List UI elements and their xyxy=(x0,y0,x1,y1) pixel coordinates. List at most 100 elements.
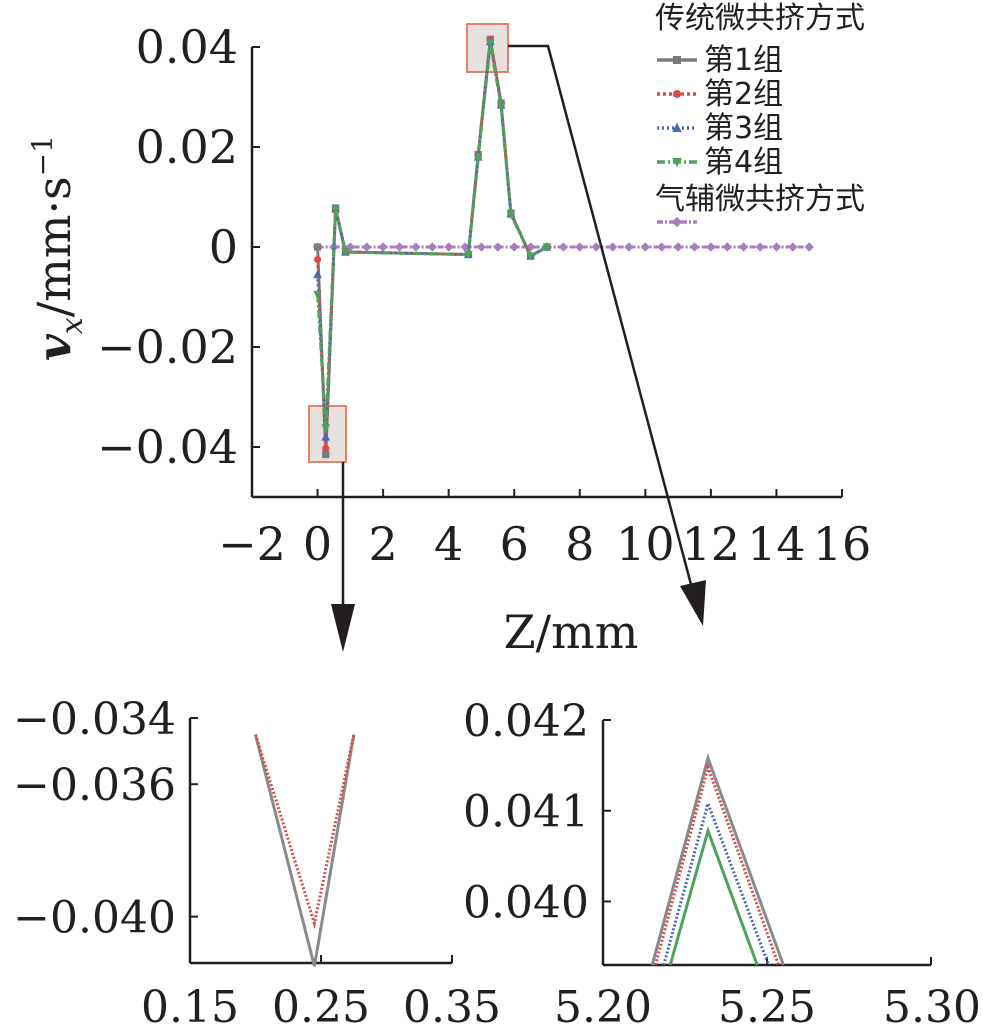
series-5-point xyxy=(362,242,372,252)
y-axis-title-subscript: x xyxy=(55,317,90,334)
series-line-4 xyxy=(316,42,548,429)
series-5-point xyxy=(509,242,519,252)
series-5-point xyxy=(657,242,667,252)
inset2-x-tick-label: 5.25 xyxy=(718,982,816,1029)
inset-chart-max: 5.20 5.25 5.30 0.042 0.041 0.040 xyxy=(463,696,981,1029)
series-5-point xyxy=(804,242,814,252)
series-5-point xyxy=(591,242,601,252)
series-5-point xyxy=(607,242,618,252)
x-tick-label: 14 xyxy=(747,517,806,571)
inset2-x-tick-label: 5.30 xyxy=(883,982,981,1029)
legend-marker-1 xyxy=(673,56,681,64)
y-tick-label: 0.04 xyxy=(136,20,238,74)
y-axis-title: vx/mm·s−1 xyxy=(26,135,90,361)
y-tick-label: −0.04 xyxy=(97,420,238,474)
inset2-y-tick-label: 0.041 xyxy=(463,787,589,838)
zoom-arrow-max-line xyxy=(508,44,695,593)
series-4-point xyxy=(464,250,473,260)
x-tick-label: −2 xyxy=(218,517,286,571)
inset1-y-tick-label: −0.036 xyxy=(13,760,176,811)
inset2-y-tick-label: 0.040 xyxy=(463,877,589,928)
legend-label-1: 第1组 xyxy=(704,43,783,78)
series-5-point xyxy=(558,242,569,252)
series-4-point xyxy=(496,102,506,111)
x-axis-title: Z/mm xyxy=(504,605,639,659)
main-chart: −2 0 2 4 6 8 10 12 14 160.040.020−0.02−0.04Z/mmvx… xyxy=(26,20,871,659)
series-4-point xyxy=(313,290,322,300)
x-tick-label: 6 xyxy=(500,517,529,571)
x-tick-label: 0 xyxy=(303,517,332,571)
series-4-point xyxy=(506,210,516,220)
inset1-x-tick-label: 0.25 xyxy=(272,982,370,1029)
x-tick-label: 4 xyxy=(434,517,463,571)
zoom-arrow-min-head xyxy=(331,604,355,652)
zoom-arrow-max-head xyxy=(680,580,706,626)
x-tick-label: 8 xyxy=(565,517,594,571)
y-tick-label: 0 xyxy=(209,220,238,274)
inset-chart-min: 0.15 0.25 0.35 −0.034 −0.036 −0.040 xyxy=(13,694,501,1029)
inset1-series-line-2 xyxy=(254,734,356,930)
series-5-point xyxy=(788,242,798,252)
series-2-point xyxy=(322,444,330,453)
series-5-point xyxy=(378,242,388,252)
series-3-point xyxy=(313,269,322,279)
series-5-point xyxy=(411,242,421,252)
series-4-point xyxy=(542,243,552,252)
series-5-point xyxy=(706,242,716,252)
series-1-point xyxy=(313,243,322,251)
series-2-point xyxy=(313,255,322,264)
series-5-point xyxy=(345,242,356,252)
inset1-y-tick-label: −0.034 xyxy=(13,694,176,745)
series-5-point xyxy=(673,242,683,252)
series-line-3 xyxy=(316,41,548,438)
legend-title-air-assisted: 气辅微共挤方式 xyxy=(655,182,865,217)
series-5-point xyxy=(755,242,765,252)
inset1-y-tick-label: −0.040 xyxy=(13,893,176,944)
series-5-point xyxy=(771,242,782,252)
y-tick-label: −0.02 xyxy=(97,320,238,374)
series-4-point xyxy=(526,252,535,261)
zoom-annotations xyxy=(331,44,706,652)
series-5-point xyxy=(394,242,405,252)
legend-title-traditional: 传统微共挤方式 xyxy=(655,1,865,36)
legend-marker-3 xyxy=(672,122,682,132)
series-4-point xyxy=(485,39,495,48)
series-4-point xyxy=(331,205,340,215)
series-5-point xyxy=(640,242,651,252)
y-tick-label: 0.02 xyxy=(136,120,238,174)
y-axis-title-exponent: −1 xyxy=(26,135,59,176)
inset1-series-line-1 xyxy=(254,734,356,967)
inset2-series-line-1 xyxy=(650,753,785,966)
x-tick-label: 10 xyxy=(616,517,675,571)
x-tick-label: 2 xyxy=(368,517,397,571)
inset2-series-line-4 xyxy=(668,825,759,966)
series-1-point xyxy=(322,450,330,459)
legend-label-3: 第3组 xyxy=(704,111,783,146)
series-5-point xyxy=(427,242,437,252)
series-3-point xyxy=(321,432,331,441)
series-4-point xyxy=(473,154,483,163)
inset1-x-tick-label: 0.15 xyxy=(141,982,239,1029)
inset2-y-tick-label: 0.042 xyxy=(463,696,589,747)
series-5-point xyxy=(689,242,700,252)
inset2-x-tick-label: 5.20 xyxy=(554,982,652,1029)
legend-label-4: 第4组 xyxy=(704,145,783,180)
series-5-point xyxy=(443,242,454,252)
legend-label-2: 第2组 xyxy=(704,77,783,112)
x-tick-label: 12 xyxy=(682,517,741,571)
inset1-x-tick-label: 0.35 xyxy=(403,982,501,1029)
y-axis-title-symbol: v xyxy=(27,333,81,361)
series-4-point xyxy=(321,424,331,433)
series-5-point xyxy=(738,242,749,252)
x-tick-label: 16 xyxy=(813,517,872,571)
series-5-point xyxy=(460,242,470,252)
series-5-point xyxy=(476,242,487,252)
inset2-series-line-2 xyxy=(654,762,780,966)
series-5-point xyxy=(722,242,732,252)
series-5-point xyxy=(624,242,634,252)
y-axis-title-units: /mm·s xyxy=(27,176,81,317)
series-5-point xyxy=(493,242,503,252)
legend-marker-4 xyxy=(672,158,682,168)
